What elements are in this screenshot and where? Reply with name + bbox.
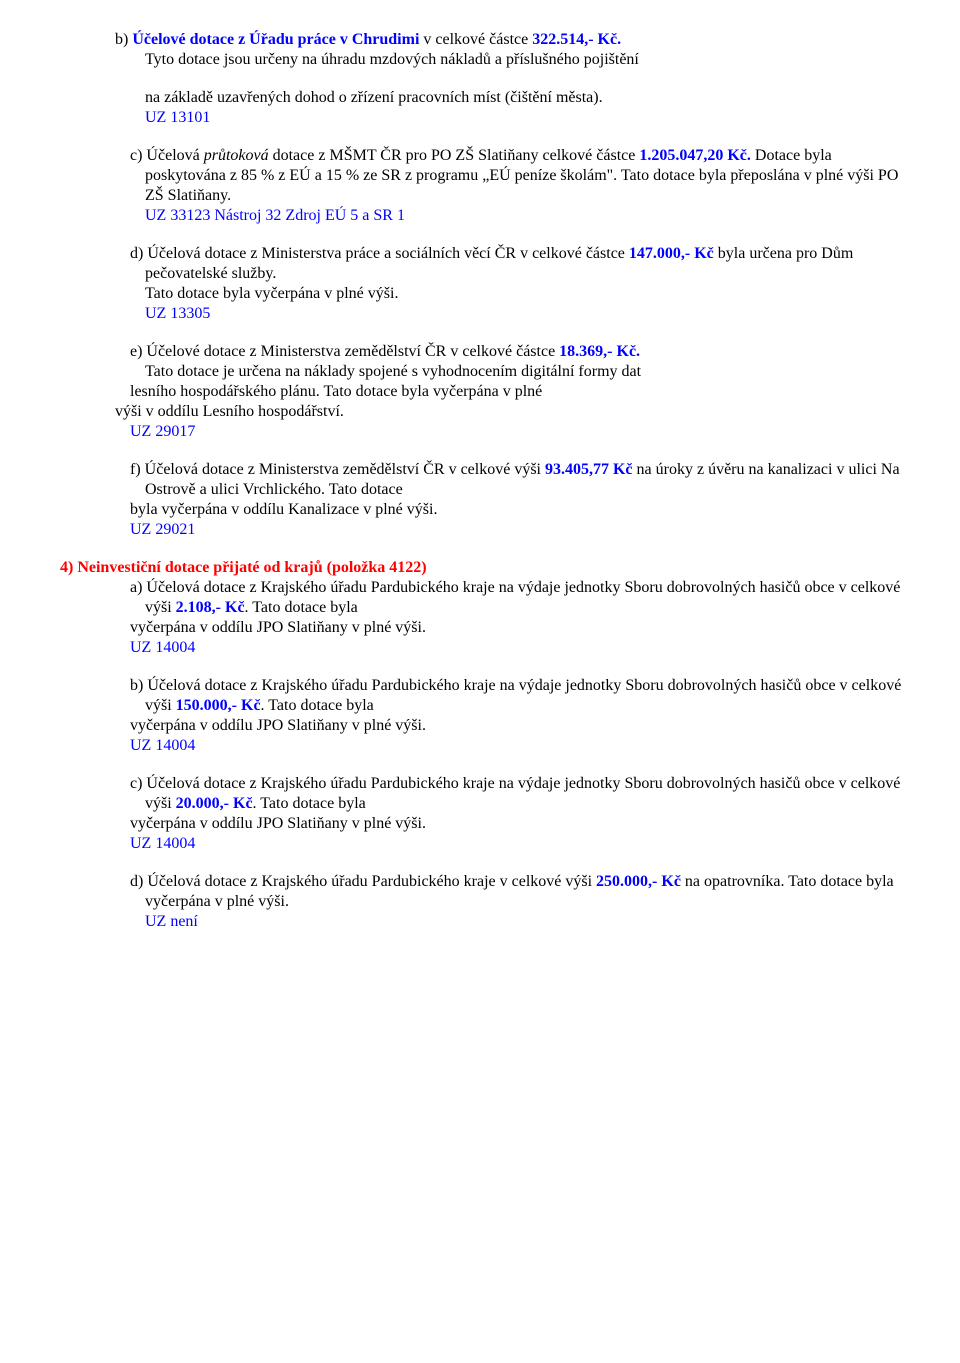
label-b: b) — [115, 31, 132, 48]
item-4b-line3: vyčerpána v oddílu JPO Slatiňany v plné … — [130, 716, 910, 736]
item-4c-uz: UZ 14004 — [130, 834, 910, 854]
item-4b: b) Účelová dotace z Krajského úřadu Pard… — [115, 676, 910, 756]
item-c-line4: ZŠ Slatiňany. — [145, 187, 231, 204]
item-c-uz: UZ 33123 Nástroj 32 Zdroj EÚ 5 a SR 1 — [145, 206, 910, 226]
item-4c-line3: vyčerpána v oddílu JPO Slatiňany v plné … — [130, 814, 910, 834]
item-4b-amount: 150.000,- Kč — [176, 697, 261, 714]
item-b-title: Účelové dotace z Úřadu práce v Chrudimi — [132, 31, 419, 48]
item-4a-amount: 2.108,- Kč — [176, 599, 245, 616]
item-c: c) Účelová průtoková dotace z MŠMT ČR pr… — [115, 146, 910, 226]
item-d-line2: Tato dotace byla vyčerpána v plné výši. — [145, 284, 910, 304]
item-4d-amount: 250.000,- Kč — [596, 873, 681, 890]
item-4c-lead: c) Účelová dotace z Krajského úřadu Pard… — [130, 775, 624, 792]
item-b-line1: Tyto dotace jsou určeny na úhradu mzdový… — [145, 50, 910, 70]
item-4d: d) Účelová dotace z Krajského úřadu Pard… — [130, 872, 910, 932]
item-d-uz: UZ 13305 — [145, 304, 910, 324]
item-b: b) Účelové dotace z Úřadu práce v Chrudi… — [115, 30, 910, 128]
item-4b-line2b: . Tato dotace byla — [261, 697, 374, 714]
item-b-uz: UZ 13101 — [145, 108, 910, 128]
label-c: c) Účelová — [130, 147, 204, 164]
item-4a-line2b: . Tato dotace byla — [245, 599, 358, 616]
item-e-amount: 18.369,- Kč. — [559, 343, 640, 360]
item-e-line4: výši v oddílu Lesního hospodářství. — [115, 402, 910, 422]
item-4b-lead: b) Účelová dotace z Krajského úřadu Pard… — [130, 677, 625, 694]
item-b-mid: v celkové částce — [419, 31, 532, 48]
item-4a: a) Účelová dotace z Krajského úřadu Pard… — [115, 578, 910, 658]
section-4-heading: 4) Neinvestiční dotace přijaté od krajů … — [60, 558, 910, 578]
item-4b-uz: UZ 14004 — [130, 736, 910, 756]
item-4a-lead: a) Účelová dotace z Krajského úřadu Pard… — [130, 579, 624, 596]
item-f-tail1: na — [633, 461, 656, 478]
item-d-amount: 147.000,- Kč — [629, 245, 714, 262]
item-b-amount: 322.514,- Kč. — [532, 31, 621, 48]
item-e-line3: lesního hospodářského plánu. Tato dotace… — [130, 382, 910, 402]
item-b-line2: na základě uzavřených dohod o zřízení pr… — [145, 88, 910, 108]
item-c-amount: 1.205.047,20 Kč. — [639, 147, 751, 164]
item-4c-line2b: . Tato dotace byla — [253, 795, 366, 812]
item-f-line3: byla vyčerpána v oddílu Kanalizace v pln… — [130, 500, 910, 520]
item-e-lead: e) Účelové dotace z Ministerstva zeměděl… — [130, 343, 559, 360]
item-e: e) Účelové dotace z Ministerstva zeměděl… — [115, 342, 910, 442]
item-4c: c) Účelová dotace z Krajského úřadu Pard… — [115, 774, 910, 854]
item-e-line2: Tato dotace je určena na náklady spojené… — [145, 362, 910, 382]
item-c-italic: průtoková — [204, 147, 269, 164]
item-d: d) Účelová dotace z Ministerstva práce a… — [115, 244, 910, 324]
item-4a-line3: vyčerpána v oddílu JPO Slatiňany v plné … — [130, 618, 910, 638]
item-4d-lead: d) Účelová dotace z Krajského úřadu Pard… — [130, 873, 596, 890]
item-f-uz: UZ 29021 — [130, 520, 910, 540]
item-f-lead: f) Účelová dotace z Ministerstva zeměděl… — [130, 461, 545, 478]
item-4a-uz: UZ 14004 — [130, 638, 910, 658]
item-f: f) Účelová dotace z Ministerstva zeměděl… — [115, 460, 910, 540]
item-f-amount: 93.405,77 Kč — [545, 461, 633, 478]
item-4c-amount: 20.000,- Kč — [176, 795, 253, 812]
item-e-uz: UZ 29017 — [130, 422, 910, 442]
item-b-lead: b) Účelové dotace z Úřadu práce v Chrudi… — [115, 30, 910, 50]
item-c-rest1: dotace z MŠMT ČR pro PO ZŠ Slatiňany cel… — [269, 147, 640, 164]
item-4d-uz: UZ není — [145, 912, 910, 932]
item-c-line3: programu „EÚ peníze školám". Tato dotace… — [416, 167, 898, 184]
item-d-lead: d) Účelová dotace z Ministerstva práce a… — [130, 245, 629, 262]
